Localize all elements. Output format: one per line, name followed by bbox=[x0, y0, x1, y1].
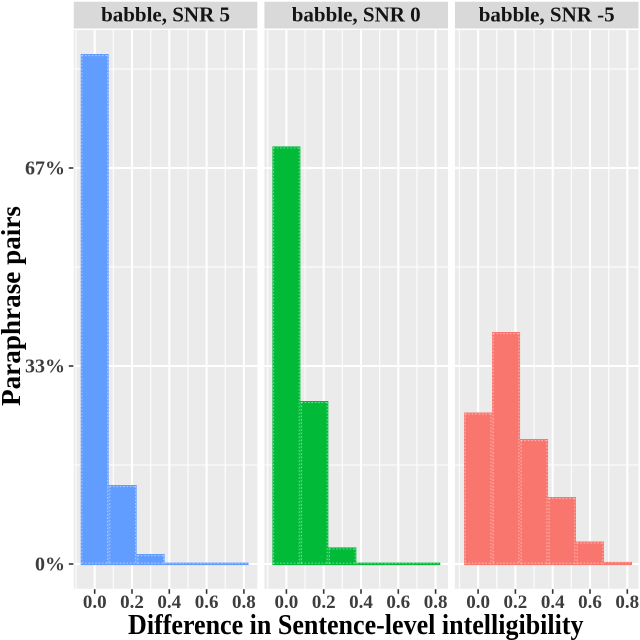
svg-text:0.4: 0.4 bbox=[541, 592, 565, 613]
svg-text:67%: 67% bbox=[25, 157, 65, 179]
svg-text:0.0: 0.0 bbox=[275, 592, 299, 613]
svg-text:0.4: 0.4 bbox=[157, 592, 181, 613]
svg-text:Paraphrase pairs: Paraphrase pairs bbox=[0, 206, 26, 406]
svg-text:babble, SNR -5: babble, SNR -5 bbox=[479, 2, 615, 26]
svg-text:babble, SNR 5: babble, SNR 5 bbox=[101, 2, 230, 26]
svg-text:babble, SNR 0: babble, SNR 0 bbox=[292, 2, 421, 26]
svg-text:0.8: 0.8 bbox=[615, 592, 639, 613]
svg-text:0.0: 0.0 bbox=[83, 592, 107, 613]
svg-text:0.8: 0.8 bbox=[424, 592, 448, 613]
svg-text:0.2: 0.2 bbox=[312, 592, 336, 613]
svg-text:0%: 0% bbox=[35, 553, 65, 575]
svg-text:0.2: 0.2 bbox=[120, 592, 144, 613]
svg-text:0.6: 0.6 bbox=[386, 592, 410, 613]
svg-text:33%: 33% bbox=[25, 355, 65, 377]
svg-text:Difference in Sentence-level i: Difference in Sentence-level intelligibi… bbox=[128, 610, 584, 640]
svg-text:0.6: 0.6 bbox=[578, 592, 602, 613]
svg-text:0.8: 0.8 bbox=[232, 592, 256, 613]
svg-text:0.2: 0.2 bbox=[504, 592, 528, 613]
svg-text:0.4: 0.4 bbox=[349, 592, 373, 613]
svg-text:0.6: 0.6 bbox=[195, 592, 219, 613]
svg-text:0.0: 0.0 bbox=[466, 592, 490, 613]
